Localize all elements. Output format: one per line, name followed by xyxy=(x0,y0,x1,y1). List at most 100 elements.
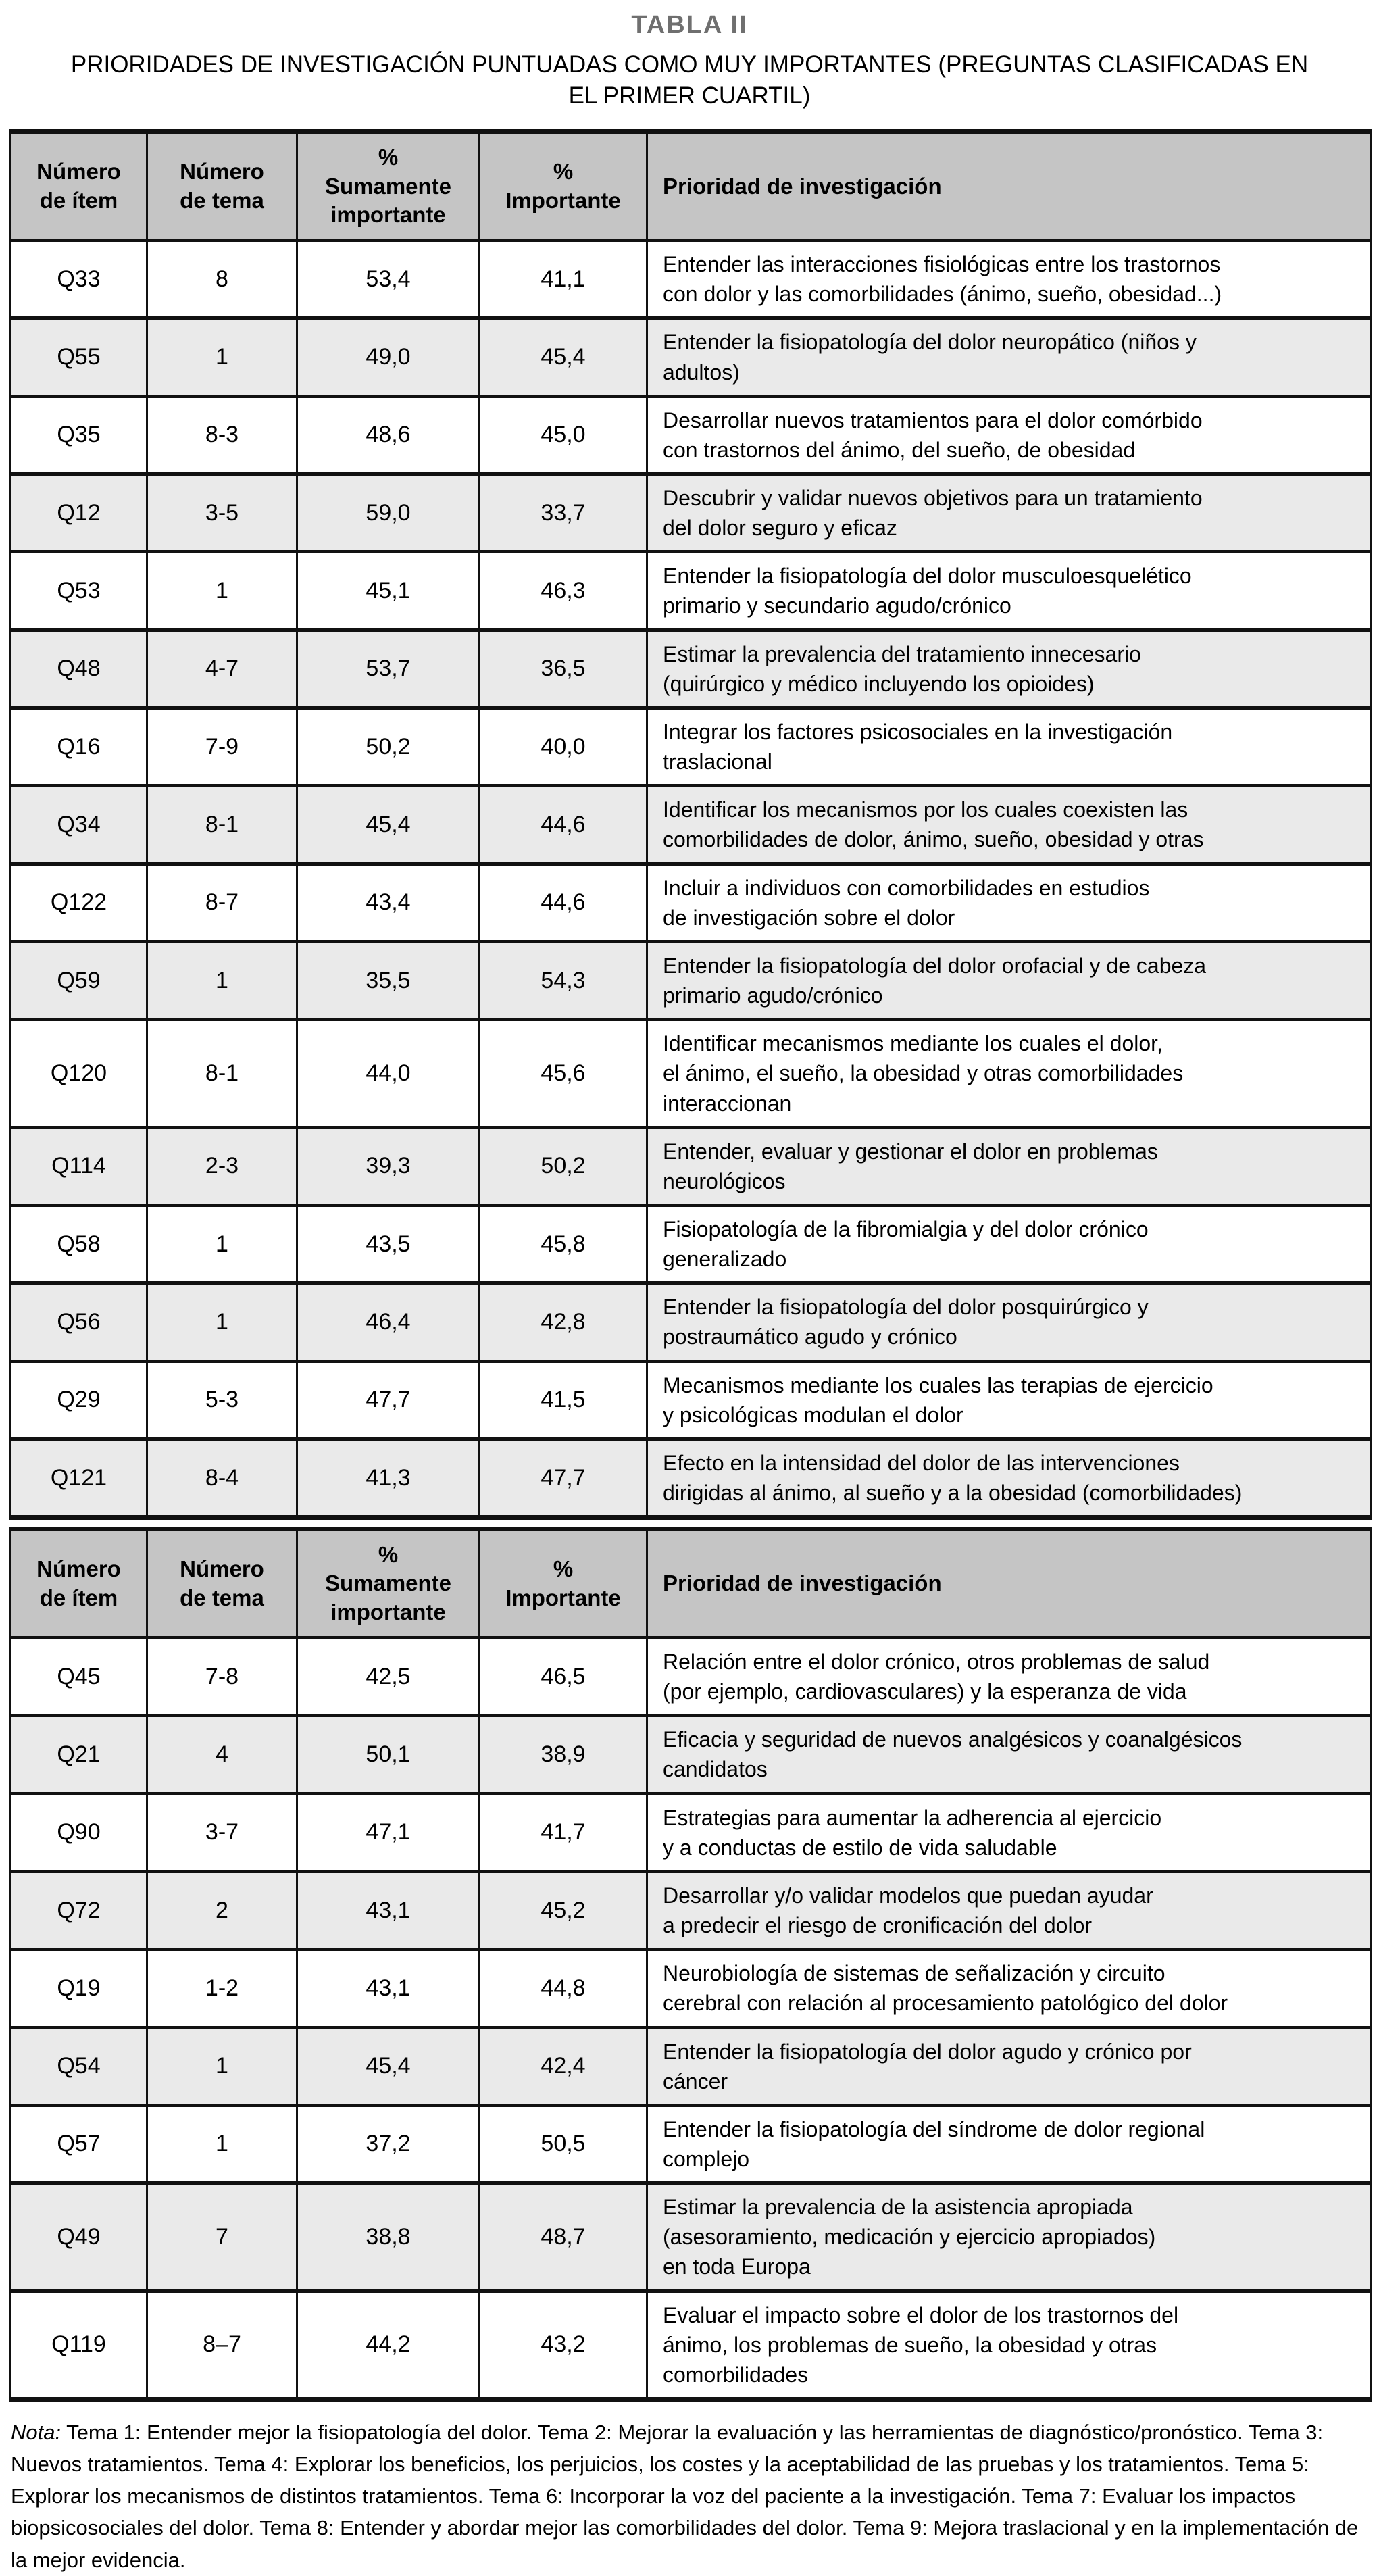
footnote-text: Tema 1: Entender mejor la fisiopatología… xyxy=(11,2421,1359,2572)
item-number-cell: Q33 xyxy=(9,239,148,320)
value-cell: 35,5 xyxy=(296,939,480,1022)
table-row: Q49 7 38,8 48,7 Estimar la prevalencia de la… xyxy=(9,2181,1372,2293)
column-header: % Sumamente importante xyxy=(296,130,480,243)
value-cell: 2-3 xyxy=(146,1125,298,1207)
value-cell: 36,5 xyxy=(478,628,648,710)
value-cell: 41,7 xyxy=(478,1791,648,1873)
value-cell: 45,0 xyxy=(478,394,648,476)
value-cell: 7 xyxy=(146,2181,298,2293)
value-cell: 50,2 xyxy=(478,1125,648,1207)
priority-cell: Descubrir y validar nuevos objetivos par… xyxy=(646,472,1372,554)
priority-cell: Incluir a individuos con comorbilidades … xyxy=(646,862,1372,943)
column-header: Prioridad de investigación xyxy=(646,130,1372,243)
table-row: Q59 1 35,5 54,3 Entender la fisiopatología d… xyxy=(9,939,1372,1022)
item-number-cell: Q114 xyxy=(9,1125,148,1207)
value-cell: 1 xyxy=(146,1281,298,1363)
table-row: Q35 8-3 48,6 45,0 Desarrollar nuevos tratami… xyxy=(9,394,1372,476)
value-cell: 38,8 xyxy=(296,2181,480,2293)
value-cell: 38,9 xyxy=(478,1714,648,1795)
value-cell: 53,4 xyxy=(296,239,480,320)
table-row: Q54 1 45,4 42,4 Entender la fisiopatología d… xyxy=(9,2025,1372,2107)
value-cell: 45,2 xyxy=(478,1869,648,1952)
table-row: Q122 8-7 43,4 44,6 Incluir a individuos con … xyxy=(9,862,1372,943)
item-number-cell: Q55 xyxy=(9,316,148,398)
priority-cell: Entender las interacciones fisiológicas … xyxy=(646,239,1372,320)
item-number-cell: Q56 xyxy=(9,1281,148,1363)
value-cell: 45,4 xyxy=(296,2025,480,2107)
table-subtitle: PRIORIDADES DE INVESTIGACIÓN PUNTUADAS C… xyxy=(70,51,1309,109)
value-cell: 45,6 xyxy=(478,1018,648,1129)
value-cell: 7-8 xyxy=(146,1635,298,1718)
value-cell: 45,4 xyxy=(478,316,648,398)
column-header: Número de tema xyxy=(146,130,298,243)
value-cell: 5-3 xyxy=(146,1359,298,1441)
table-footnote: Nota: Tema 1: Entender mejor la fisiopat… xyxy=(11,2417,1368,2576)
priority-cell: Entender la fisiopatología del dolor neu… xyxy=(646,316,1372,398)
priorities-table-part-2: Número de ítem Número de tema% Sumamente … xyxy=(9,1527,1372,2402)
priority-cell: Entender, evaluar y gestionar el dolor e… xyxy=(646,1125,1372,1207)
priority-cell: Estimar la prevalencia de la asistencia … xyxy=(646,2181,1372,2293)
item-number-cell: Q121 xyxy=(9,1437,148,1520)
item-number-cell: Q35 xyxy=(9,394,148,476)
value-cell: 1 xyxy=(146,2103,298,2185)
value-cell: 8-3 xyxy=(146,394,298,476)
value-cell: 42,8 xyxy=(478,1281,648,1363)
table-row: Q119 8–7 44,2 43,2 Evaluar el impacto sobre … xyxy=(9,2289,1372,2402)
value-cell: 7-9 xyxy=(146,705,298,788)
value-cell: 50,2 xyxy=(296,705,480,788)
priority-cell: Identificar mecanismos mediante los cual… xyxy=(646,1018,1372,1129)
value-cell: 1-2 xyxy=(146,1948,298,2029)
header-row: Número de ítem Número de tema% Sumamente … xyxy=(9,1527,1372,1639)
item-number-cell: Q58 xyxy=(9,1203,148,1285)
item-number-cell: Q119 xyxy=(9,2289,148,2402)
item-number-cell: Q120 xyxy=(9,1018,148,1129)
priority-cell: Eficacia y seguridad de nuevos analgésic… xyxy=(646,1714,1372,1795)
value-cell: 47,1 xyxy=(296,1791,480,1873)
value-cell: 4-7 xyxy=(146,628,298,710)
value-cell: 43,4 xyxy=(296,862,480,943)
priority-cell: Estrategias para aumentar la adherencia … xyxy=(646,1791,1372,1873)
value-cell: 43,2 xyxy=(478,2289,648,2402)
priority-cell: Entender la fisiopatología del dolor pos… xyxy=(646,1281,1372,1363)
table-row: Q53 1 45,1 46,3 Entender la fisiopatología d… xyxy=(9,550,1372,632)
value-cell: 8-4 xyxy=(146,1437,298,1520)
value-cell: 41,3 xyxy=(296,1437,480,1520)
value-cell: 2 xyxy=(146,1869,298,1952)
table-row: Q121 8-4 41,3 47,7 Efecto en la intensidad d… xyxy=(9,1437,1372,1520)
item-number-cell: Q19 xyxy=(9,1948,148,2029)
value-cell: 43,1 xyxy=(296,1948,480,2029)
value-cell: 45,4 xyxy=(296,784,480,866)
item-number-cell: Q59 xyxy=(9,939,148,1022)
item-number-cell: Q12 xyxy=(9,472,148,554)
column-header: % Importante xyxy=(478,130,648,243)
value-cell: 8 xyxy=(146,239,298,320)
item-number-cell: Q29 xyxy=(9,1359,148,1441)
item-number-cell: Q48 xyxy=(9,628,148,710)
priorities-table-part-1: Número de ítem Número de tema% Sumamente … xyxy=(9,129,1372,1520)
value-cell: 46,4 xyxy=(296,1281,480,1363)
value-cell: 37,2 xyxy=(296,2103,480,2185)
item-number-cell: Q72 xyxy=(9,1869,148,1952)
item-number-cell: Q54 xyxy=(9,2025,148,2107)
value-cell: 47,7 xyxy=(296,1359,480,1441)
value-cell: 1 xyxy=(146,939,298,1022)
value-cell: 46,5 xyxy=(478,1635,648,1718)
column-header: Número de ítem xyxy=(9,130,148,243)
value-cell: 8-7 xyxy=(146,862,298,943)
value-cell: 1 xyxy=(146,316,298,398)
table-row: Q58 1 43,5 45,8 Fisiopatología de la fibromi… xyxy=(9,1203,1372,1285)
table-row: Q34 8-1 45,4 44,6 Identificar los mecanismos… xyxy=(9,784,1372,866)
priority-cell: Fisiopatología de la fibromialgia y del … xyxy=(646,1203,1372,1285)
value-cell: 43,5 xyxy=(296,1203,480,1285)
value-cell: 44,6 xyxy=(478,862,648,943)
value-cell: 1 xyxy=(146,550,298,632)
value-cell: 44,0 xyxy=(296,1018,480,1129)
item-number-cell: Q90 xyxy=(9,1791,148,1873)
column-header: % Sumamente importante xyxy=(296,1527,480,1639)
table-row: Q55 1 49,0 45,4 Entender la fisiopatología d… xyxy=(9,316,1372,398)
priority-cell: Desarrollar y/o validar modelos que pued… xyxy=(646,1869,1372,1952)
value-cell: 59,0 xyxy=(296,472,480,554)
column-header: Prioridad de investigación xyxy=(646,1527,1372,1639)
priority-cell: Entender la fisiopatología del dolor mus… xyxy=(646,550,1372,632)
